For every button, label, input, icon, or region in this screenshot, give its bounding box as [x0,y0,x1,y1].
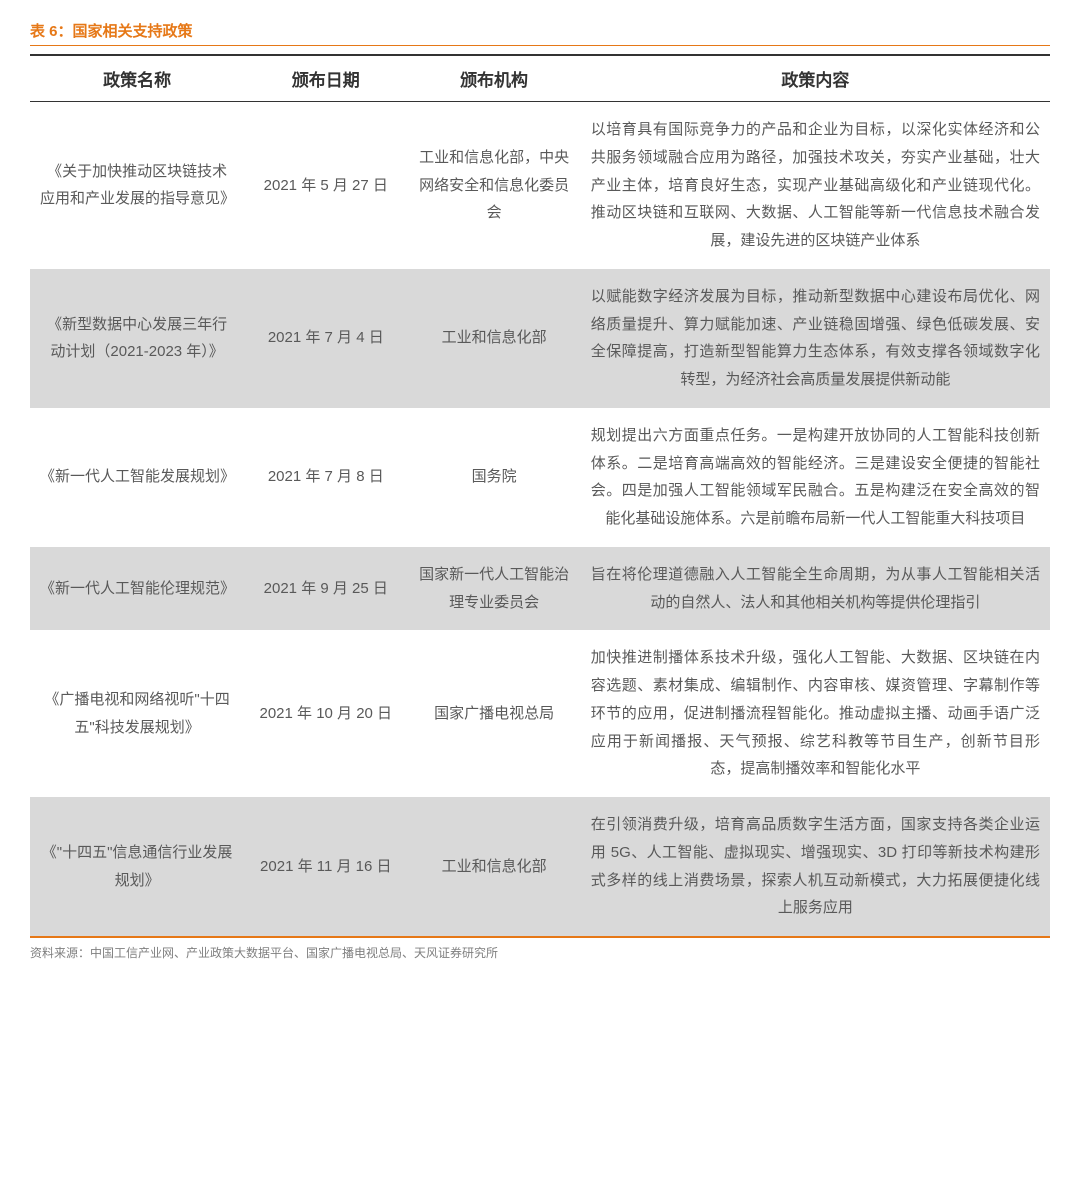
table-title: 表 6：国家相关支持政策 [30,20,1050,46]
table-row: 《新一代人工智能发展规划》2021 年 7 月 8 日国务院规划提出六方面重点任… [30,408,1050,547]
table-row: 《广播电视和网络视听"十四五"科技发展规划》2021 年 10 月 20 日国家… [30,630,1050,797]
cell-policy-name: 《新一代人工智能伦理规范》 [30,547,244,631]
cell-date: 2021 年 9 月 25 日 [244,547,407,631]
col-header-content: 政策内容 [581,55,1050,102]
policy-table: 政策名称 颁布日期 颁布机构 政策内容 《关于加快推动区块链技术应用和产业发展的… [30,54,1050,938]
cell-date: 2021 年 11 月 16 日 [244,797,407,937]
table-row: 《关于加快推动区块链技术应用和产业发展的指导意见》2021 年 5 月 27 日… [30,102,1050,269]
cell-org: 工业和信息化部，中央网络安全和信息化委员会 [407,102,580,269]
cell-content: 旨在将伦理道德融入人工智能全生命周期，为从事人工智能相关活动的自然人、法人和其他… [581,547,1050,631]
cell-content: 以培育具有国际竞争力的产品和企业为目标，以深化实体经济和公共服务领域融合应用为路… [581,102,1050,269]
cell-date: 2021 年 7 月 8 日 [244,408,407,547]
col-header-name: 政策名称 [30,55,244,102]
cell-policy-name: 《新一代人工智能发展规划》 [30,408,244,547]
table-row: 《新一代人工智能伦理规范》2021 年 9 月 25 日国家新一代人工智能治理专… [30,547,1050,631]
cell-content: 在引领消费升级，培育高品质数字生活方面，国家支持各类企业运用 5G、人工智能、虚… [581,797,1050,937]
cell-date: 2021 年 5 月 27 日 [244,102,407,269]
cell-org: 国务院 [407,408,580,547]
col-header-date: 颁布日期 [244,55,407,102]
cell-content: 以赋能数字经济发展为目标，推动新型数据中心建设布局优化、网络质量提升、算力赋能加… [581,269,1050,408]
cell-org: 国家新一代人工智能治理专业委员会 [407,547,580,631]
table-row: 《"十四五"信息通信行业发展规划》2021 年 11 月 16 日工业和信息化部… [30,797,1050,937]
source-note: 资料来源：中国工信产业网、产业政策大数据平台、国家广播电视总局、天风证券研究所 [30,944,1050,961]
cell-org: 工业和信息化部 [407,797,580,937]
cell-date: 2021 年 7 月 4 日 [244,269,407,408]
cell-org: 国家广播电视总局 [407,630,580,797]
cell-date: 2021 年 10 月 20 日 [244,630,407,797]
cell-content: 加快推进制播体系技术升级，强化人工智能、大数据、区块链在内容选题、素材集成、编辑… [581,630,1050,797]
cell-content: 规划提出六方面重点任务。一是构建开放协同的人工智能科技创新体系。二是培育高端高效… [581,408,1050,547]
col-header-org: 颁布机构 [407,55,580,102]
cell-policy-name: 《广播电视和网络视听"十四五"科技发展规划》 [30,630,244,797]
table-row: 《新型数据中心发展三年行动计划（2021-2023 年）》2021 年 7 月 … [30,269,1050,408]
cell-org: 工业和信息化部 [407,269,580,408]
cell-policy-name: 《新型数据中心发展三年行动计划（2021-2023 年）》 [30,269,244,408]
cell-policy-name: 《关于加快推动区块链技术应用和产业发展的指导意见》 [30,102,244,269]
cell-policy-name: 《"十四五"信息通信行业发展规划》 [30,797,244,937]
table-header-row: 政策名称 颁布日期 颁布机构 政策内容 [30,55,1050,102]
